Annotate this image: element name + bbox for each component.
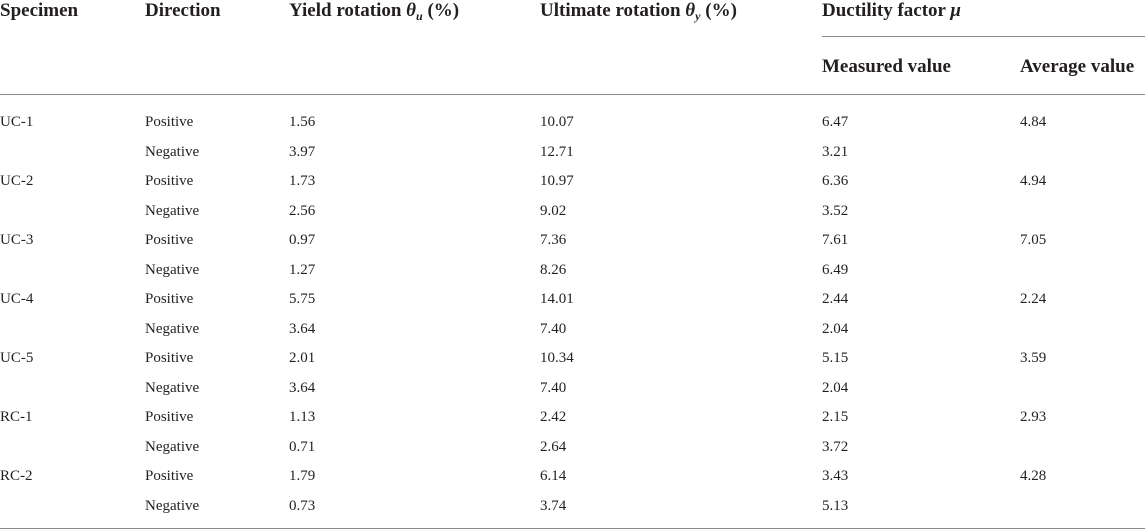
cell-measured-value: 2.15 xyxy=(822,409,849,425)
cell-measured-value: 3.43 xyxy=(822,468,849,484)
cell-measured-value: 6.36 xyxy=(822,173,849,189)
cell-ultimate-rotation: 2.64 xyxy=(540,439,567,455)
cell-yield-rotation: 0.71 xyxy=(289,439,316,455)
cell-ultimate-rotation: 14.01 xyxy=(540,291,574,307)
cell-measured-value: 2.04 xyxy=(822,380,849,396)
cell-measured-value: 2.44 xyxy=(822,291,849,307)
cell-specimen: UC-2 xyxy=(0,173,34,189)
cell-direction: Positive xyxy=(145,350,194,366)
cell-yield-rotation: 0.97 xyxy=(289,232,316,248)
cell-ultimate-rotation: 6.14 xyxy=(540,468,567,484)
header-yield-prefix: Yield rotation xyxy=(289,0,407,21)
cell-ultimate-rotation: 9.02 xyxy=(540,203,567,219)
cell-direction: Negative xyxy=(145,321,200,337)
table-bottom-rule xyxy=(0,528,1145,529)
cell-measured-value: 5.13 xyxy=(822,498,849,514)
cell-yield-rotation: 2.01 xyxy=(289,350,316,366)
cell-direction: Positive xyxy=(145,468,194,484)
cell-direction: Positive xyxy=(145,409,194,425)
header-ductility-factor: Ductility factor μ xyxy=(822,0,961,22)
header-ultimate-rotation: Ultimate rotation θy (%) xyxy=(540,0,737,27)
cell-measured-value: 2.04 xyxy=(822,321,849,337)
cell-direction: Negative xyxy=(145,262,200,278)
cell-yield-rotation: 1.27 xyxy=(289,262,316,278)
header-ultimate-prefix: Ultimate rotation xyxy=(540,0,686,21)
cell-direction: Positive xyxy=(145,114,194,130)
cell-yield-rotation: 3.64 xyxy=(289,321,316,337)
cell-direction: Positive xyxy=(145,232,194,248)
cell-ultimate-rotation: 7.36 xyxy=(540,232,567,248)
cell-ultimate-rotation: 3.74 xyxy=(540,498,567,514)
cell-measured-value: 3.52 xyxy=(822,203,849,219)
header-specimen: Specimen xyxy=(0,0,79,21)
cell-specimen: UC-4 xyxy=(0,291,34,307)
header-ultimate-suffix: (%) xyxy=(700,0,737,21)
header-yield-suffix: (%) xyxy=(422,0,460,21)
header-yield-symbol: θ xyxy=(406,0,417,21)
cell-measured-value: 7.61 xyxy=(822,232,849,248)
cell-direction: Negative xyxy=(145,498,200,514)
cell-average-value: 7.05 xyxy=(1020,232,1047,248)
cell-ultimate-rotation: 7.40 xyxy=(540,321,567,337)
header-measured-value: Measured value xyxy=(822,56,951,77)
cell-specimen: RC-2 xyxy=(0,468,33,484)
cell-ultimate-rotation: 2.42 xyxy=(540,409,567,425)
cell-yield-rotation: 3.64 xyxy=(289,380,316,396)
cell-yield-rotation: 1.73 xyxy=(289,173,316,189)
cell-measured-value: 3.72 xyxy=(822,439,849,455)
cell-yield-rotation: 3.97 xyxy=(289,144,316,160)
header-ductility-prefix: Ductility factor xyxy=(822,0,951,21)
cell-ultimate-rotation: 10.97 xyxy=(540,173,574,189)
cell-specimen: UC-1 xyxy=(0,114,34,130)
cell-direction: Positive xyxy=(145,291,194,307)
cell-yield-rotation: 5.75 xyxy=(289,291,316,307)
cell-average-value: 4.84 xyxy=(1020,114,1047,130)
header-direction: Direction xyxy=(145,0,221,21)
cell-direction: Negative xyxy=(145,380,200,396)
header-ultimate-symbol: θ xyxy=(685,0,696,21)
header-ductility-symbol: μ xyxy=(950,0,961,21)
cell-specimen: UC-3 xyxy=(0,232,34,248)
cell-direction: Negative xyxy=(145,203,200,219)
cell-direction: Negative xyxy=(145,439,200,455)
cell-specimen: RC-1 xyxy=(0,409,33,425)
cell-yield-rotation: 0.73 xyxy=(289,498,316,514)
header-ultimate-subscript: y xyxy=(695,9,701,23)
cell-ultimate-rotation: 12.71 xyxy=(540,144,574,160)
cell-specimen: UC-5 xyxy=(0,350,34,366)
cell-average-value: 2.93 xyxy=(1020,409,1047,425)
cell-yield-rotation: 1.56 xyxy=(289,114,316,130)
cell-ultimate-rotation: 7.40 xyxy=(540,380,567,396)
header-average-value: Average value xyxy=(1020,56,1135,77)
cell-direction: Negative xyxy=(145,144,200,160)
cell-measured-value: 5.15 xyxy=(822,350,849,366)
header-yield-subscript: u xyxy=(416,9,423,23)
cell-ultimate-rotation: 8.26 xyxy=(540,262,567,278)
cell-measured-value: 6.47 xyxy=(822,114,849,130)
cell-direction: Positive xyxy=(145,173,194,189)
cell-average-value: 2.24 xyxy=(1020,291,1047,307)
cell-average-value: 4.28 xyxy=(1020,468,1047,484)
cell-yield-rotation: 2.56 xyxy=(289,203,316,219)
cell-yield-rotation: 1.13 xyxy=(289,409,316,425)
header-bottom-rule xyxy=(0,94,1145,95)
header-yield-rotation: Yield rotation θu (%) xyxy=(289,0,459,27)
cell-ultimate-rotation: 10.07 xyxy=(540,114,574,130)
ductility-subheader-rule xyxy=(822,36,1145,37)
cell-measured-value: 3.21 xyxy=(822,144,849,160)
cell-measured-value: 6.49 xyxy=(822,262,849,278)
cell-average-value: 3.59 xyxy=(1020,350,1047,366)
cell-average-value: 4.94 xyxy=(1020,173,1047,189)
cell-ultimate-rotation: 10.34 xyxy=(540,350,574,366)
cell-yield-rotation: 1.79 xyxy=(289,468,316,484)
